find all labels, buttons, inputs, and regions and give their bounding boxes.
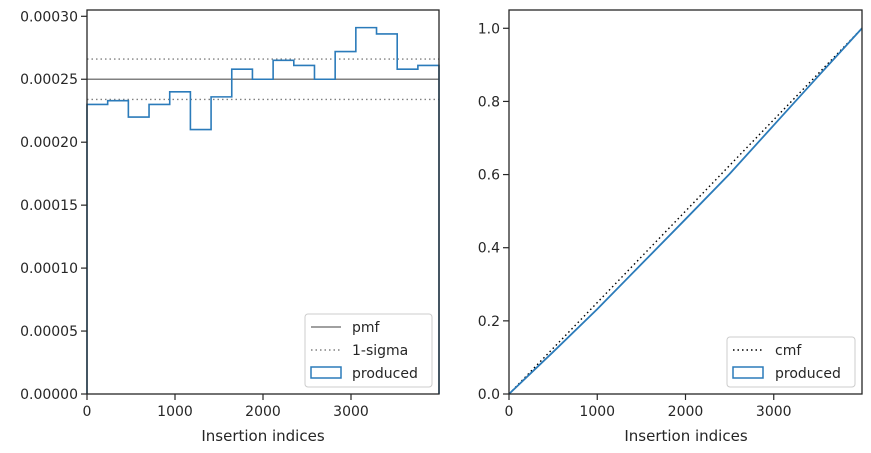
left-x-tick-label: 1000 bbox=[157, 404, 193, 420]
left-legend-pmf-label: pmf bbox=[352, 320, 381, 336]
left-x-tick-label: 2000 bbox=[245, 404, 281, 420]
left-x-tick-label: 0 bbox=[83, 404, 92, 420]
right-y-tick-label: 0.8 bbox=[478, 94, 500, 110]
left-legend-produced-swatch bbox=[310, 366, 342, 379]
left-legend-box bbox=[304, 313, 433, 388]
right-x-tick-label: 2000 bbox=[668, 404, 704, 420]
right-x-axis-label: Insertion indices bbox=[624, 427, 747, 445]
right-y-tick-label: 0.2 bbox=[478, 314, 500, 330]
left-y-tick-label: 0.00015 bbox=[20, 198, 78, 214]
right-y-tick-label: 0.4 bbox=[478, 241, 500, 257]
produced-line bbox=[508, 27, 863, 395]
right-legend-produced-label: produced bbox=[775, 366, 841, 382]
left-legend: pmf 1-sigma produced bbox=[304, 313, 433, 388]
right-y-tick-label: 0.6 bbox=[478, 168, 500, 184]
right-legend-cmf-label: cmf bbox=[775, 343, 802, 359]
left-legend-sigma-label: 1-sigma bbox=[352, 343, 408, 359]
right-legend-produced-swatch bbox=[732, 366, 764, 379]
right-chart: 0 1000 2000 3000 0.0 0.2 0.4 0.6 0.8 1.0 Inserti… bbox=[478, 9, 863, 445]
left-legend-produced-label: produced bbox=[352, 366, 418, 382]
right-x-ticks: 0 1000 2000 3000 bbox=[505, 394, 792, 420]
left-y-tick-label: 0.00025 bbox=[20, 72, 78, 88]
right-plot-area bbox=[509, 10, 862, 394]
right-y-tick-label: 0.0 bbox=[478, 387, 500, 403]
left-y-tick-label: 0.00010 bbox=[20, 261, 78, 277]
left-chart: 0 1000 2000 3000 0.000000.000050.000100.000… bbox=[20, 9, 440, 445]
right-series bbox=[508, 27, 863, 395]
left-y-tick-label: 0.00005 bbox=[20, 324, 78, 340]
left-y-tick-label: 0.00030 bbox=[20, 9, 78, 25]
right-x-tick-label: 3000 bbox=[756, 404, 792, 420]
left-x-axis-label: Insertion indices bbox=[201, 427, 324, 445]
cmf-line bbox=[508, 27, 863, 395]
left-y-tick-label: 0.00000 bbox=[20, 387, 78, 403]
right-y-tick-label: 1.0 bbox=[478, 21, 500, 37]
right-legend-box bbox=[726, 336, 856, 388]
left-x-tick-label: 3000 bbox=[333, 404, 369, 420]
produced-step-series bbox=[86, 26, 440, 394]
right-x-tick-label: 1000 bbox=[579, 404, 615, 420]
right-legend: cmf produced bbox=[726, 336, 856, 388]
left-y-tick-label: 0.00020 bbox=[20, 135, 78, 151]
right-y-ticks: 0.0 0.2 0.4 0.6 0.8 1.0 bbox=[478, 21, 509, 403]
right-x-tick-label: 0 bbox=[505, 404, 514, 420]
left-y-ticks: 0.00000 0.00005 0.00010 0.00015 0.00020 0.000… bbox=[20, 9, 87, 403]
left-x-ticks: 0 1000 2000 3000 bbox=[83, 394, 369, 420]
left-series bbox=[86, 26, 440, 394]
